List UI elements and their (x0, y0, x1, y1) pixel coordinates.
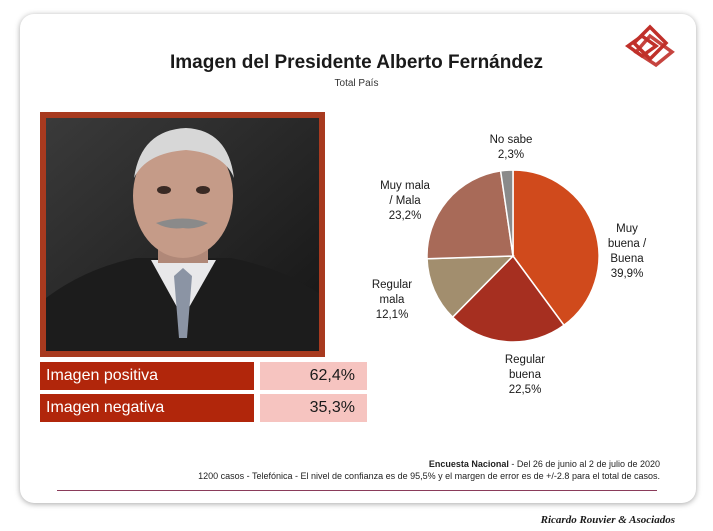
stat-value-negative: 35,3% (260, 394, 367, 422)
page-subtitle: Total País (334, 78, 379, 89)
pie-slice-label: Regular buena 22,5% (505, 354, 545, 396)
footer-divider (57, 490, 657, 491)
pie-slice-label: Regular mala 12,1% (372, 279, 412, 321)
pie-slice (499, 169, 514, 257)
pie-slice (426, 170, 514, 260)
stat-label-positive: Imagen positiva (40, 362, 254, 390)
pie-slices (426, 169, 600, 343)
brand-name: Ricardo Rouvier & Asociados (540, 514, 675, 526)
survey-info: Encuesta Nacional - Del 26 de junio al 2… (429, 459, 660, 469)
stat-label-negative: Imagen negativa (40, 394, 254, 422)
president-photo-frame (40, 112, 325, 357)
pie-slice (512, 169, 600, 327)
stat-value-positive: 62,4% (260, 362, 367, 390)
pie-slice-label: Muy buena / Buena 39,9% (608, 223, 647, 280)
survey-details: 1200 casos - Telefónica - El nivel de co… (198, 471, 660, 481)
pie-slice-label: No sabe 2,3% (490, 134, 533, 161)
pie-slice (426, 255, 515, 319)
pie-labels: Muy buena / Buena 39,9% Regular buena 22,5% Reg… (372, 134, 647, 396)
company-logo-icon (624, 24, 675, 68)
pie-slice (451, 254, 566, 343)
president-photo (46, 118, 319, 351)
page-title: Imagen del Presidente Alberto Fernández (169, 52, 544, 73)
survey-dates: - Del 26 de junio al 2 de julio de 2020 (508, 459, 660, 469)
pie-slice-label: Muy mala / Mala 23,2% (380, 180, 430, 222)
survey-name: Encuesta Nacional (428, 459, 509, 469)
